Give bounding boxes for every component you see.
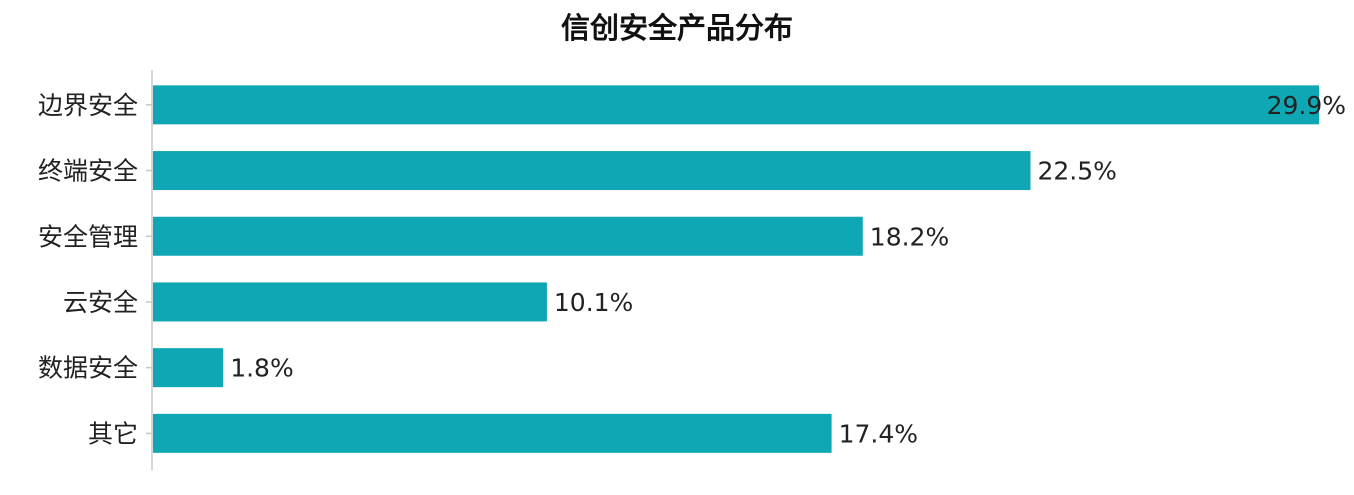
category-label: 终端安全 bbox=[38, 157, 138, 186]
data-label: 22.5% bbox=[1038, 157, 1117, 186]
data-label: 18.2% bbox=[870, 222, 949, 251]
category-label: 其它 bbox=[88, 419, 138, 448]
category-label: 边界安全 bbox=[38, 91, 138, 120]
category-label: 数据安全 bbox=[38, 354, 138, 383]
category-label: 安全管理 bbox=[38, 222, 138, 251]
bar bbox=[153, 85, 1320, 125]
bar bbox=[153, 413, 832, 453]
bar bbox=[153, 216, 863, 256]
data-label: 1.8% bbox=[230, 354, 294, 383]
category-label: 云安全 bbox=[63, 288, 138, 317]
bar bbox=[153, 348, 224, 388]
data-label: 29.9% bbox=[1267, 91, 1346, 120]
data-label: 10.1% bbox=[554, 288, 633, 317]
data-label: 17.4% bbox=[839, 419, 918, 448]
chart-title: 信创安全产品分布 bbox=[561, 11, 793, 45]
plot-area: 边界安全 29.9% 终端安全 22.5% 安全管理 18.2% 云安全 10.1% 数据安全 1… bbox=[38, 70, 1346, 471]
bar bbox=[153, 282, 547, 322]
bar bbox=[153, 151, 1031, 191]
